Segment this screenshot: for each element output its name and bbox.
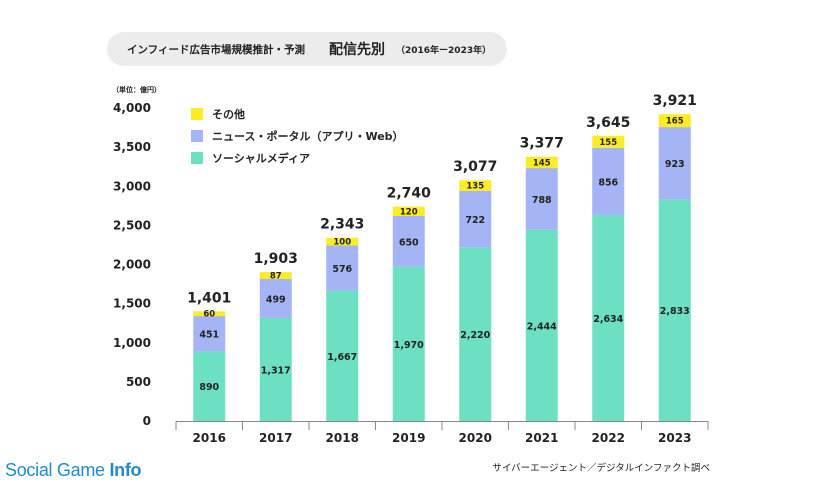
data-label: 576 xyxy=(332,264,352,275)
data-label: 135 xyxy=(466,182,484,192)
data-label: 2,634 xyxy=(593,314,623,325)
data-label: 2,444 xyxy=(527,321,557,332)
data-label: 1,970 xyxy=(394,340,424,351)
bar-segment xyxy=(525,168,558,230)
brand-logo-emphasis: Info xyxy=(109,460,142,480)
bar-segment xyxy=(392,215,425,267)
bar-segment xyxy=(392,206,425,216)
data-label: 856 xyxy=(598,177,618,188)
x-tick-label: 2020 xyxy=(459,431,492,445)
data-label: 451 xyxy=(199,330,219,341)
bar-segment xyxy=(658,199,691,421)
data-label: 499 xyxy=(266,294,286,305)
total-label: 3,645 xyxy=(586,115,630,131)
bar-segment xyxy=(326,237,359,246)
bar-segment xyxy=(658,127,691,200)
bar-segment xyxy=(592,135,625,148)
total-label: 2,343 xyxy=(320,217,364,233)
y-tick-label: 3,500 xyxy=(113,140,151,154)
data-label: 60 xyxy=(203,310,215,320)
total-label: 1,903 xyxy=(254,251,298,267)
data-label: 2,833 xyxy=(660,306,690,317)
brand-logo-text: Social Game xyxy=(5,460,110,480)
bar-segment xyxy=(193,311,226,317)
bar-segment xyxy=(592,214,625,421)
bar-segment xyxy=(326,245,359,291)
x-tick-label: 2017 xyxy=(259,431,292,445)
data-label: 145 xyxy=(533,158,551,168)
bar-segment xyxy=(193,351,226,421)
total-label: 1,401 xyxy=(187,290,231,306)
bar-segment xyxy=(193,316,226,352)
bar-segment xyxy=(392,266,425,421)
data-label: 155 xyxy=(599,138,617,148)
bar-segment xyxy=(326,290,359,421)
legend-label: その他 xyxy=(212,107,245,121)
legend-swatch xyxy=(191,152,203,164)
bar-segment xyxy=(592,147,625,215)
data-label: 100 xyxy=(333,238,351,248)
y-tick-label: 0 xyxy=(143,414,151,428)
x-tick-label: 2021 xyxy=(525,431,558,445)
total-label: 3,377 xyxy=(520,136,564,152)
data-label: 722 xyxy=(465,215,485,226)
bar-segment xyxy=(525,229,558,421)
y-tick-label: 2,000 xyxy=(113,258,151,272)
chart-title: インフィード広告市場規模推計・予測 xyxy=(127,44,305,56)
bar-segment xyxy=(658,114,691,128)
chart-title-banner: インフィード広告市場規模推計・予測 配信先別 （2016年ー2023年） xyxy=(107,32,507,66)
y-tick-label: 1,000 xyxy=(113,336,151,350)
data-label: 120 xyxy=(400,207,418,217)
data-label: 650 xyxy=(399,237,419,248)
bar-segment xyxy=(525,156,558,169)
x-tick-label: 2023 xyxy=(658,431,691,445)
bar-segment xyxy=(259,317,292,421)
y-tick-label: 4,000 xyxy=(113,101,151,115)
y-tick-label: 3,000 xyxy=(113,179,151,193)
y-tick-label: 2,500 xyxy=(113,218,151,232)
brand-logo: Social Game Info xyxy=(5,460,142,481)
legend-label: ソーシャルメディア xyxy=(212,151,310,165)
chart-subtitle: 配信先別 xyxy=(329,42,385,58)
data-label: 923 xyxy=(665,159,685,170)
y-tick-label: 1,500 xyxy=(113,297,151,311)
bar-segment xyxy=(259,272,292,279)
bar-segment xyxy=(459,190,492,248)
legend-swatch xyxy=(191,130,203,142)
x-tick-label: 2019 xyxy=(392,431,425,445)
data-label: 788 xyxy=(532,195,552,206)
x-tick-label: 2016 xyxy=(193,431,226,445)
total-label: 3,921 xyxy=(653,93,697,109)
legend-swatch xyxy=(191,108,203,120)
legend-label: ニュース・ポータル（アプリ・Web） xyxy=(212,129,404,143)
chart-year-range: （2016年ー2023年） xyxy=(396,46,492,56)
data-label: 2,220 xyxy=(460,330,490,341)
data-label: 1,667 xyxy=(327,352,357,363)
total-label: 2,740 xyxy=(387,186,432,202)
y-tick-label: 500 xyxy=(126,375,151,389)
bar-segment xyxy=(459,180,492,191)
total-label: 3,077 xyxy=(453,159,497,175)
unit-label: （単位：億円） xyxy=(112,85,161,94)
data-label: 890 xyxy=(199,382,219,393)
data-label: 1,317 xyxy=(261,365,291,376)
x-tick-label: 2018 xyxy=(326,431,359,445)
source-note: サイバーエージェント／デジタルインファクト調べ xyxy=(492,463,710,474)
bar-segment xyxy=(259,278,292,318)
x-tick-label: 2022 xyxy=(592,431,625,445)
data-label: 87 xyxy=(270,271,282,281)
bar-segment xyxy=(459,247,492,421)
data-label: 165 xyxy=(666,117,684,127)
